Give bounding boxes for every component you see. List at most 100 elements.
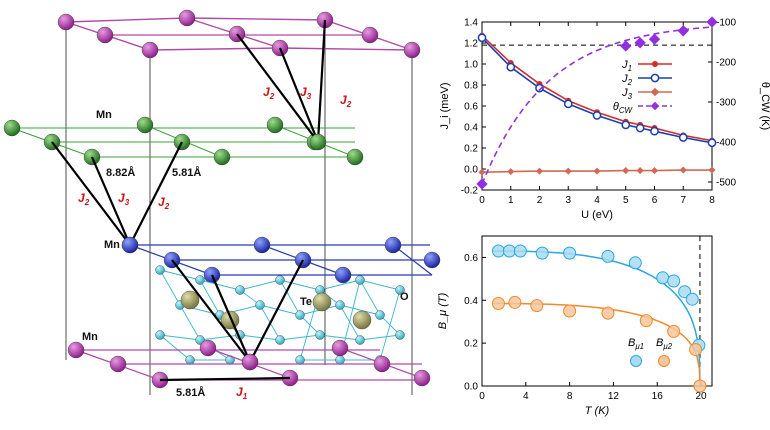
j2-point	[621, 120, 631, 130]
o-bond	[359, 334, 401, 341]
x-tick-label: 16	[652, 391, 664, 402]
y-tick-label: 0.0	[464, 382, 478, 393]
legend-marker	[630, 355, 642, 367]
j3-point	[535, 167, 544, 175]
blue-bond	[392, 244, 433, 276]
structure-label: Mn	[82, 331, 98, 343]
x-tick-label: 8	[709, 195, 715, 206]
mn-atom	[141, 41, 159, 59]
o-atom	[395, 285, 405, 295]
legend-marker	[652, 61, 658, 67]
legend-label: θCW	[613, 101, 634, 115]
series-line-0	[481, 35, 713, 142]
j2-point	[563, 99, 573, 109]
o-bond	[199, 334, 241, 341]
mn-atom	[403, 41, 421, 59]
o-atom	[275, 275, 285, 285]
x-axis-label: U (eV)	[581, 209, 613, 221]
o-bond	[339, 304, 381, 316]
x-tick-label: 6	[652, 195, 658, 206]
o-atom	[375, 310, 385, 320]
mn-atom	[384, 236, 402, 254]
x-tick-label: 7	[680, 195, 686, 206]
mn-atom	[109, 355, 127, 373]
j3-point	[650, 167, 659, 175]
legend-label: J3	[621, 87, 633, 101]
b-mu2-point	[667, 324, 681, 338]
y2-tick-label: -300	[716, 98, 736, 109]
b-mu2-point	[508, 295, 522, 309]
purple-bond	[186, 17, 326, 21]
b-mu1-point	[502, 244, 516, 258]
o-atom	[335, 300, 345, 310]
mn-atom	[423, 251, 441, 269]
mn-atom	[413, 369, 431, 387]
y-tick-label: 1.2	[464, 39, 478, 50]
plot-frame	[481, 21, 713, 191]
legend-marker	[650, 87, 660, 97]
o-bond	[159, 269, 181, 306]
mn-atom	[96, 26, 114, 44]
y2-tick-label: -100	[716, 18, 736, 29]
o-bond	[279, 279, 321, 291]
o-atom	[155, 330, 165, 340]
b-mu2-point	[530, 299, 544, 313]
b-mu2-point	[563, 304, 577, 318]
exchange-path	[316, 19, 327, 143]
o-atom	[195, 275, 205, 285]
exchange-path	[249, 259, 304, 363]
mn-atom	[3, 119, 21, 137]
structure-label: O	[400, 291, 409, 303]
b-mu1-point	[563, 246, 577, 260]
exchange-path	[278, 47, 320, 143]
o-atom	[275, 335, 285, 345]
b-mu1-point	[656, 271, 670, 285]
o-atom	[155, 265, 165, 275]
o-atom	[355, 335, 365, 345]
o-bond	[279, 279, 301, 316]
x-tick-label: 8	[567, 391, 573, 402]
mn-atom	[136, 116, 154, 134]
muon-field-chart: 0 4 8 12 16 20 0.0 0.2 0.4 0.6 T (K) B_μ (T) Bμ1 Bμ2	[437, 235, 713, 417]
o-atom	[235, 285, 245, 295]
x-tick-label: 20	[695, 391, 707, 402]
te-atom	[312, 292, 332, 312]
legend-marker	[658, 355, 670, 367]
x-tick-label: 2	[537, 195, 543, 206]
x-tick-label: 4	[594, 195, 600, 206]
o-atom	[315, 330, 325, 340]
exchange-path	[236, 33, 319, 143]
o-atom	[295, 355, 305, 365]
exchange-label: J2	[263, 85, 275, 101]
te-atom	[352, 310, 372, 330]
j3-point	[622, 167, 630, 175]
mn-atom	[253, 236, 271, 254]
j2-point	[535, 83, 544, 93]
y-tick-label: -0.2	[461, 186, 479, 197]
legend-label: J1	[621, 59, 632, 73]
b-mu1-point	[601, 249, 615, 263]
b-mu2-point	[601, 306, 615, 320]
y2-tick-label: -500	[716, 178, 736, 189]
y-tick-label: 1.4	[464, 18, 478, 29]
j2-point	[707, 138, 717, 148]
o-bond	[159, 334, 191, 361]
mn-atom	[346, 148, 364, 166]
o-atom	[255, 300, 265, 310]
x-axis-label: T (K)	[585, 405, 610, 417]
x-tick-label: 4	[523, 391, 529, 402]
series-line-2	[481, 169, 712, 173]
purple-bond	[65, 17, 188, 23]
mn-atom	[57, 13, 75, 31]
y-tick-label: 0.6	[464, 253, 478, 264]
exchange-label: J1	[236, 385, 248, 401]
o-atom	[355, 275, 365, 285]
purple-bond	[279, 47, 413, 51]
exchange-label: J3	[300, 85, 312, 101]
j3-point	[507, 168, 515, 176]
theta-point	[634, 37, 646, 49]
j3-point	[478, 168, 486, 176]
exchange-path	[210, 274, 252, 363]
theta-point	[677, 25, 689, 37]
exchange-label: J2	[340, 93, 352, 109]
